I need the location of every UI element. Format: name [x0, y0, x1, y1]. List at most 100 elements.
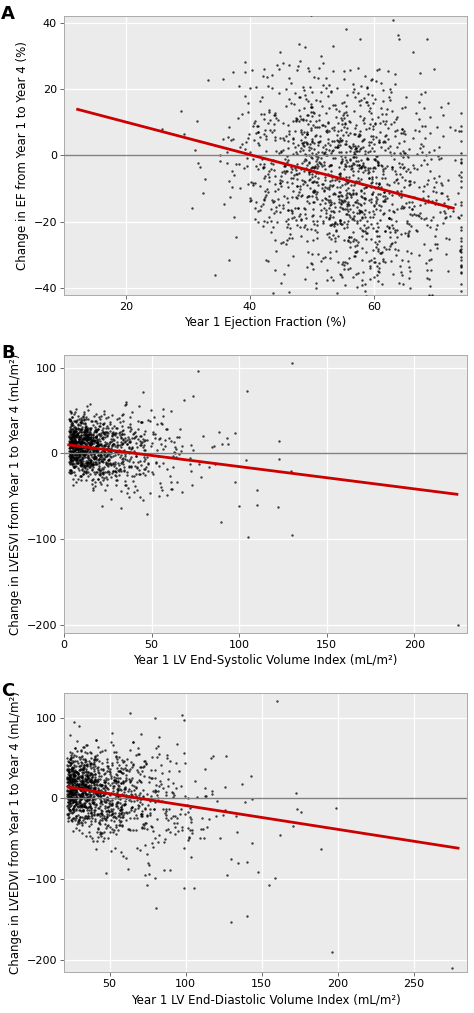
- Point: [119, 456, 127, 472]
- Point: [385, 220, 392, 236]
- Point: [90, 430, 97, 446]
- Point: [433, 240, 441, 256]
- Point: [436, 151, 443, 167]
- Point: [385, 219, 393, 235]
- Point: [388, 115, 395, 132]
- Point: [81, 404, 88, 420]
- Point: [235, 156, 243, 172]
- Point: [353, 149, 360, 165]
- Point: [255, 161, 262, 177]
- Point: [82, 430, 89, 446]
- Point: [346, 140, 354, 156]
- Point: [86, 758, 93, 774]
- Point: [297, 125, 305, 141]
- Point: [231, 424, 239, 441]
- Point: [110, 823, 118, 839]
- Point: [179, 819, 186, 835]
- Point: [67, 447, 75, 463]
- Point: [90, 439, 97, 455]
- Point: [271, 261, 279, 278]
- Point: [116, 763, 123, 779]
- Point: [77, 754, 85, 770]
- Point: [386, 138, 393, 154]
- Point: [277, 827, 284, 843]
- Point: [319, 158, 326, 174]
- Point: [434, 148, 442, 164]
- Point: [374, 219, 382, 235]
- Point: [230, 167, 237, 183]
- Point: [90, 442, 97, 458]
- Point: [87, 804, 95, 821]
- Point: [146, 805, 154, 822]
- Point: [249, 177, 257, 193]
- Point: [80, 435, 88, 451]
- Point: [337, 217, 345, 233]
- Point: [273, 693, 281, 709]
- Point: [74, 455, 82, 471]
- Point: [99, 422, 106, 439]
- Point: [71, 423, 79, 440]
- Point: [161, 439, 169, 455]
- Point: [71, 437, 78, 453]
- Point: [67, 803, 75, 820]
- Point: [301, 40, 309, 56]
- Point: [65, 761, 73, 777]
- Point: [79, 803, 87, 820]
- Point: [339, 193, 346, 210]
- Point: [101, 777, 109, 793]
- Point: [66, 424, 74, 441]
- Point: [124, 861, 131, 877]
- Point: [70, 412, 77, 428]
- Point: [82, 472, 90, 488]
- Point: [69, 779, 77, 795]
- Point: [371, 160, 379, 176]
- Point: [93, 774, 101, 790]
- Point: [331, 230, 339, 246]
- Point: [118, 808, 126, 825]
- Point: [97, 784, 104, 800]
- Point: [72, 773, 79, 789]
- Point: [297, 228, 305, 244]
- Point: [69, 801, 77, 817]
- Point: [131, 458, 139, 474]
- Point: [88, 755, 95, 771]
- Point: [292, 188, 300, 205]
- Point: [267, 224, 274, 240]
- Point: [275, 61, 283, 77]
- Point: [402, 88, 410, 104]
- Point: [324, 124, 331, 140]
- Point: [334, 139, 342, 155]
- Point: [91, 806, 98, 823]
- Point: [64, 789, 72, 805]
- Point: [76, 789, 83, 805]
- Point: [82, 409, 89, 425]
- Point: [67, 451, 75, 467]
- Point: [92, 420, 100, 437]
- Point: [382, 223, 389, 239]
- Point: [88, 434, 95, 450]
- Point: [77, 782, 84, 798]
- Point: [84, 764, 91, 780]
- Point: [299, 142, 307, 158]
- Point: [83, 438, 91, 454]
- Point: [77, 457, 84, 473]
- Point: [80, 782, 88, 798]
- Point: [134, 809, 141, 826]
- Point: [70, 772, 77, 788]
- Point: [114, 788, 122, 804]
- Point: [70, 423, 78, 440]
- Point: [245, 130, 252, 146]
- Point: [102, 449, 109, 465]
- Point: [71, 791, 79, 807]
- Point: [108, 457, 115, 473]
- Point: [382, 187, 389, 204]
- Point: [311, 159, 319, 175]
- Point: [96, 434, 104, 450]
- Point: [223, 144, 231, 160]
- Point: [367, 174, 375, 190]
- Point: [100, 415, 108, 432]
- Point: [406, 173, 414, 189]
- Point: [116, 413, 124, 430]
- Point: [333, 800, 340, 816]
- Point: [111, 444, 119, 460]
